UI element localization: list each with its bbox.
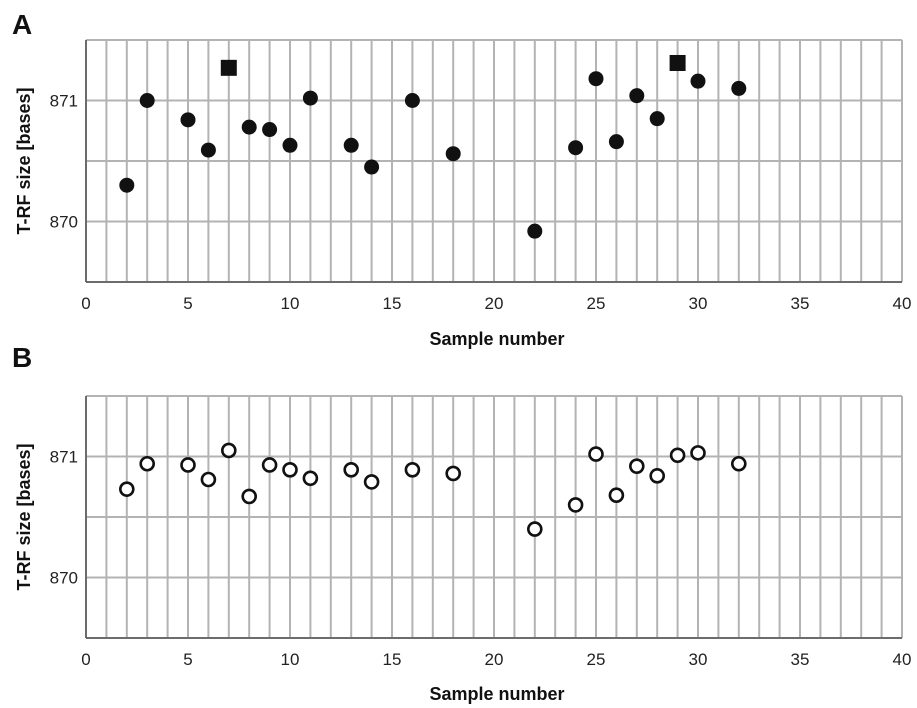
data-point-open-circle bbox=[588, 446, 604, 462]
data-point-open-circle bbox=[669, 447, 686, 464]
data-point-circle bbox=[200, 142, 216, 158]
x-tick-label: 40 bbox=[893, 294, 912, 313]
x-tick-label: 5 bbox=[183, 294, 192, 313]
data-point-open-circle bbox=[282, 462, 298, 478]
x-tick-label: 35 bbox=[791, 294, 810, 313]
x-tick-label: 15 bbox=[383, 294, 402, 313]
x-tick-label: 20 bbox=[485, 294, 504, 313]
y-tick-label: 871 bbox=[50, 448, 78, 467]
y-axis-title: T-RF size [bases] bbox=[14, 87, 34, 234]
data-point-circle bbox=[262, 122, 278, 138]
data-point-circle bbox=[527, 223, 543, 239]
x-tick-label: 25 bbox=[587, 294, 606, 313]
grid bbox=[85, 395, 903, 639]
data-point-circle bbox=[302, 90, 318, 106]
x-axis-title: Sample number bbox=[429, 329, 564, 349]
data-point-open-circle bbox=[730, 455, 747, 472]
data-point-open-circle bbox=[343, 462, 360, 478]
data-point-circle bbox=[568, 140, 584, 156]
data-point-circle bbox=[119, 177, 135, 193]
data-point-circle bbox=[282, 137, 298, 153]
data-point-open-circle bbox=[649, 468, 666, 484]
x-tick-label: 40 bbox=[893, 650, 912, 669]
data-point-open-circle bbox=[526, 521, 543, 537]
data-point-square bbox=[669, 54, 686, 71]
data-point-open-circle bbox=[139, 455, 155, 472]
x-tick-label: 30 bbox=[689, 294, 708, 313]
y-tick-label: 870 bbox=[50, 213, 78, 232]
data-point-circle bbox=[731, 80, 747, 96]
x-tick-label: 35 bbox=[791, 650, 810, 669]
x-tick-label: 0 bbox=[81, 294, 90, 313]
data-point-open-circle bbox=[363, 474, 380, 490]
data-point-circle bbox=[608, 134, 624, 150]
data-point-circle bbox=[139, 93, 155, 108]
x-axis-title: Sample number bbox=[429, 684, 564, 704]
x-tick-label: 25 bbox=[587, 650, 606, 669]
data-point-circle bbox=[588, 71, 604, 87]
x-tick-label: 30 bbox=[689, 650, 708, 669]
panel-letter: A bbox=[12, 9, 32, 40]
data-point-open-circle bbox=[241, 488, 257, 505]
y-tick-label: 870 bbox=[50, 569, 78, 588]
data-point-open-circle bbox=[180, 457, 196, 473]
data-point-circle bbox=[180, 112, 196, 128]
data-point-open-circle bbox=[628, 458, 645, 474]
x-tick-label: 5 bbox=[183, 650, 192, 669]
data-point-open-circle bbox=[200, 471, 217, 488]
data-point-circle bbox=[690, 73, 706, 89]
data-point-circle bbox=[649, 111, 665, 127]
x-tick-label: 15 bbox=[383, 650, 402, 669]
data-point-open-circle bbox=[445, 465, 462, 482]
data-point-open-circle bbox=[119, 481, 135, 497]
y-axis-title: T-RF size [bases] bbox=[14, 443, 34, 590]
x-tick-label: 0 bbox=[81, 650, 90, 669]
data-point-open-circle bbox=[221, 442, 237, 459]
data-series bbox=[119, 442, 747, 537]
data-point-open-circle bbox=[302, 470, 319, 487]
data-point-open-circle bbox=[261, 457, 278, 473]
y-tick-label: 871 bbox=[50, 92, 78, 111]
data-point-open-circle bbox=[404, 462, 421, 478]
data-point-open-circle bbox=[690, 445, 706, 461]
data-series bbox=[119, 71, 747, 239]
data-point-open-circle bbox=[608, 487, 625, 504]
data-point-open-circle bbox=[567, 497, 584, 513]
data-point-circle bbox=[343, 137, 359, 153]
data-point-circle bbox=[364, 159, 380, 175]
panel-b: B 0 5 10 15 20 25 30 35 40 870 871 Sample number T-RF… bbox=[12, 342, 911, 704]
grid bbox=[85, 39, 903, 283]
x-tick-label: 20 bbox=[485, 650, 504, 669]
panel-letter: B bbox=[12, 342, 32, 373]
data-point-circle bbox=[445, 146, 461, 162]
data-point-square bbox=[220, 59, 237, 76]
data-series bbox=[220, 54, 686, 76]
data-point-circle bbox=[404, 93, 420, 108]
panel-a: A 0 5 10 15 20 25 30 35 40 870 871 Sample number T-RF… bbox=[12, 9, 911, 349]
x-tick-label: 10 bbox=[281, 650, 300, 669]
data-point-circle bbox=[241, 119, 257, 135]
x-tick-label: 10 bbox=[281, 294, 300, 313]
data-point-circle bbox=[629, 88, 645, 104]
